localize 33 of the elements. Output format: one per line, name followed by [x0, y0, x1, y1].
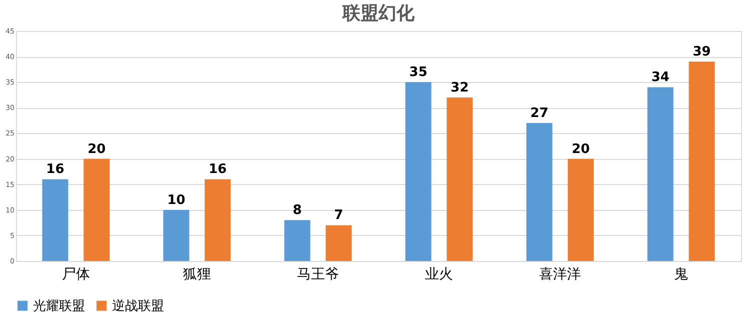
bar [163, 210, 190, 261]
bar [446, 97, 473, 261]
data-label: 8 [292, 203, 302, 218]
data-label: 16 [208, 162, 227, 178]
bar [405, 82, 432, 261]
data-label: 7 [334, 208, 344, 224]
bar [568, 158, 594, 261]
x-tick-label: 业火 [425, 266, 454, 282]
bar [647, 87, 674, 261]
data-label: 20 [572, 142, 590, 157]
x-tick-label: 尸体 [62, 266, 90, 282]
legend-label: 光耀联盟 [33, 298, 85, 314]
data-label: 34 [651, 70, 670, 86]
data-label: 32 [450, 80, 469, 96]
x-tick-label: 马王爷 [296, 266, 339, 282]
chart-title: 联盟幻化 [342, 3, 416, 24]
x-tick-label: 喜洋洋 [539, 266, 582, 282]
bar [284, 220, 310, 261]
bar [526, 123, 552, 261]
data-label: 27 [530, 106, 548, 121]
data-label: 35 [409, 65, 428, 80]
data-label: 16 [46, 162, 64, 178]
bar [204, 179, 231, 261]
legend-label: 逆战联盟 [112, 298, 164, 314]
bar [326, 225, 352, 261]
data-label: 10 [167, 192, 186, 208]
data-label: 39 [692, 44, 711, 60]
bar [42, 179, 68, 261]
data-label: 20 [88, 142, 106, 157]
x-tick-label: 狐狸 [182, 266, 211, 282]
bar [84, 158, 110, 261]
bar [688, 62, 715, 261]
x-tick-label: 鬼 [674, 266, 688, 282]
